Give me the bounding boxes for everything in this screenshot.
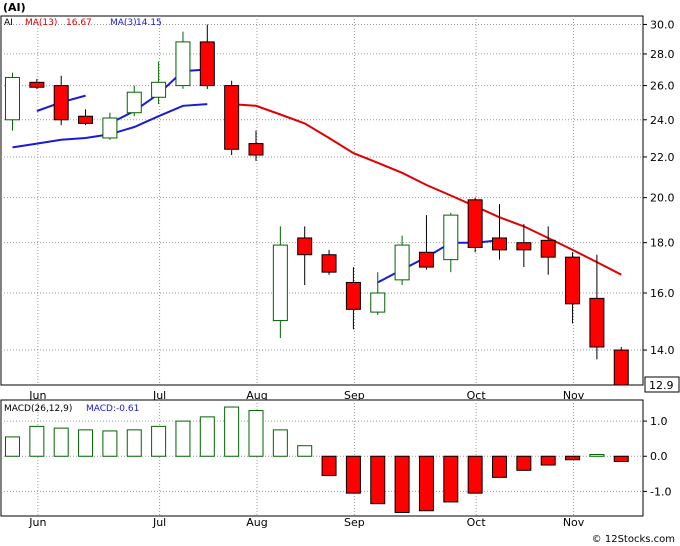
macd-bar xyxy=(589,453,605,457)
candle-body xyxy=(175,41,191,87)
macd-bar xyxy=(53,427,69,457)
macd-bar xyxy=(297,445,313,457)
price-x-label: Sep xyxy=(344,389,365,402)
macd-axis-label: 1.0 xyxy=(650,415,668,428)
legend-ma13-value: 16.67 xyxy=(66,18,92,28)
macd-bar xyxy=(345,455,361,494)
last-price-label: 12.9 xyxy=(649,379,674,392)
candle-body xyxy=(394,244,410,281)
macd-x-label: Oct xyxy=(467,516,487,529)
macd-bar xyxy=(272,429,288,457)
last-price-box xyxy=(644,376,680,393)
candle-body xyxy=(5,76,20,121)
price-x-label: Oct xyxy=(467,389,487,402)
macd-bar xyxy=(540,455,556,466)
candle-body xyxy=(467,199,483,248)
macd-x-label: Jul xyxy=(152,516,166,529)
price-axis-label: 18.0 xyxy=(650,237,675,250)
macd-legend-label: MACD(26,12,9) xyxy=(4,404,72,414)
candle-body xyxy=(29,81,45,88)
macd-bar xyxy=(248,410,264,457)
price-axis-label: 24.0 xyxy=(650,114,675,127)
candle-body xyxy=(151,81,167,98)
macd-bar xyxy=(492,455,507,478)
macd-bar xyxy=(613,455,629,463)
legend-ma13-label: MA(13) xyxy=(25,18,57,28)
macd-bar xyxy=(78,429,94,457)
macd-x-label: Aug xyxy=(246,516,267,529)
candle-body xyxy=(199,41,215,87)
macd-bar xyxy=(175,420,191,457)
candle-body xyxy=(443,214,459,261)
candle-body xyxy=(370,292,386,313)
macd-bar xyxy=(418,455,434,512)
macd-panel: 1.0 0.0 -1.0 Jun Jul Aug Sep Oct Nov MACD(26,12,9… xyxy=(0,399,671,529)
candle-body xyxy=(345,281,361,310)
candle-body xyxy=(613,349,629,386)
price-axis-label: 16.0 xyxy=(650,287,675,300)
macd-bar xyxy=(516,455,532,471)
macd-x-label: Nov xyxy=(563,516,585,529)
candle-body xyxy=(53,85,69,121)
macd-bar xyxy=(5,436,20,457)
chart-title: (AI) xyxy=(3,1,26,14)
candle-body xyxy=(516,242,532,251)
footer-credit: © 12Stocks.com xyxy=(592,534,675,545)
macd-x-label: Sep xyxy=(344,516,365,529)
price-x-label: Jul xyxy=(152,389,166,402)
price-axis-label: 28.0 xyxy=(650,48,675,61)
candle-body xyxy=(540,239,556,258)
price-axis-label: 14.0 xyxy=(650,344,675,357)
candle-body xyxy=(248,143,264,156)
price-axis-label: 20.0 xyxy=(650,192,675,205)
candle-body xyxy=(102,117,118,139)
candle-body xyxy=(492,237,507,251)
price-frame xyxy=(0,15,644,386)
macd-axis-label: -1.0 xyxy=(650,485,671,498)
macd-bar xyxy=(102,430,118,457)
macd-bar xyxy=(321,455,337,477)
price-x-label: Jun xyxy=(28,389,46,402)
macd-bar xyxy=(443,455,459,503)
macd-bar xyxy=(565,455,581,461)
legend-ticker: AI xyxy=(4,18,13,28)
price-axis-label: 22.0 xyxy=(650,151,675,164)
candle-body xyxy=(78,115,94,124)
macd-bar xyxy=(394,455,410,513)
macd-bar xyxy=(467,455,483,494)
price-axis-label: 26.0 xyxy=(650,80,675,93)
price-x-label: Aug xyxy=(246,389,267,402)
candle-body xyxy=(297,237,313,256)
candle-body xyxy=(565,256,581,305)
candle-body xyxy=(418,251,434,268)
price-axis-label: 30.0 xyxy=(650,18,675,31)
macd-x-label: Jun xyxy=(28,516,46,529)
macd-bar xyxy=(370,455,386,505)
macd-axis-label: 0.0 xyxy=(650,450,668,463)
macd-bar xyxy=(151,425,167,457)
macd-bar xyxy=(224,406,240,457)
candle-body xyxy=(589,297,605,348)
macd-bar xyxy=(199,416,215,457)
macd-bar xyxy=(29,425,45,457)
macd-bar xyxy=(126,429,142,457)
candle-body xyxy=(272,244,288,322)
candle-body xyxy=(321,254,337,273)
legend-ma3-label: MA(3) xyxy=(110,18,137,28)
macd-legend-value: MACD:-0.61 xyxy=(86,404,139,414)
candle-body xyxy=(224,85,240,150)
ma-line-0 xyxy=(231,103,622,276)
candle-body xyxy=(126,91,142,114)
price-x-label: Nov xyxy=(563,389,585,402)
price-panel: 30.0 28.0 26.0 24.0 22.0 20.0 18.0 16.0 14.0 Jun J… xyxy=(0,15,680,402)
legend-ma3-value: 14.15 xyxy=(136,18,162,28)
